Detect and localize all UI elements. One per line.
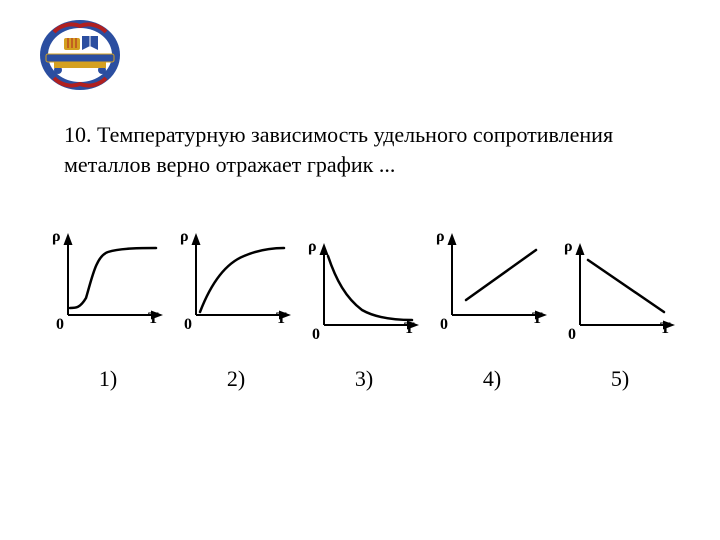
x-axis-label: T xyxy=(660,320,671,338)
chart-option-3: ρ T 0 3) xyxy=(304,230,424,392)
chart-option-1: ρ T 0 1) xyxy=(48,230,168,392)
plot-3: ρ T 0 xyxy=(304,240,424,350)
answer-label-5: 5) xyxy=(611,366,629,392)
x-axis-label: T xyxy=(148,310,159,328)
answer-label-2: 2) xyxy=(227,366,245,392)
y-axis-label: ρ xyxy=(52,228,61,246)
y-axis-label: ρ xyxy=(308,238,317,256)
answer-label-1: 1) xyxy=(99,366,117,392)
question-text: 10. Температурную зависимость удельного … xyxy=(64,120,664,179)
x-axis-label: T xyxy=(532,310,543,328)
y-axis-label: ρ xyxy=(436,228,445,246)
origin-label: 0 xyxy=(312,326,320,344)
chart-option-5: ρ T 0 5) xyxy=(560,230,680,392)
y-axis-label: ρ xyxy=(564,238,573,256)
chart-option-2: ρ T 0 2) xyxy=(176,230,296,392)
plot-2: ρ T 0 xyxy=(176,230,296,340)
answer-label-3: 3) xyxy=(355,366,373,392)
chart-option-4: ρ T 0 4) xyxy=(432,230,552,392)
origin-label: 0 xyxy=(568,326,576,344)
plot-4: ρ T 0 xyxy=(432,230,552,340)
y-axis-label: ρ xyxy=(180,228,189,246)
origin-label: 0 xyxy=(184,316,192,334)
x-axis-label: T xyxy=(404,320,415,338)
answer-label-4: 4) xyxy=(483,366,501,392)
origin-label: 0 xyxy=(440,316,448,334)
x-axis-label: T xyxy=(276,310,287,328)
university-logo xyxy=(38,18,122,97)
plot-1: ρ T 0 xyxy=(48,230,168,340)
charts-row: ρ T 0 1) ρ T 0 2) ρ T 0 3) ρ T 0 4) ρ T 0 5) xyxy=(48,230,680,392)
plot-5: ρ T 0 xyxy=(560,240,680,350)
origin-label: 0 xyxy=(56,316,64,334)
